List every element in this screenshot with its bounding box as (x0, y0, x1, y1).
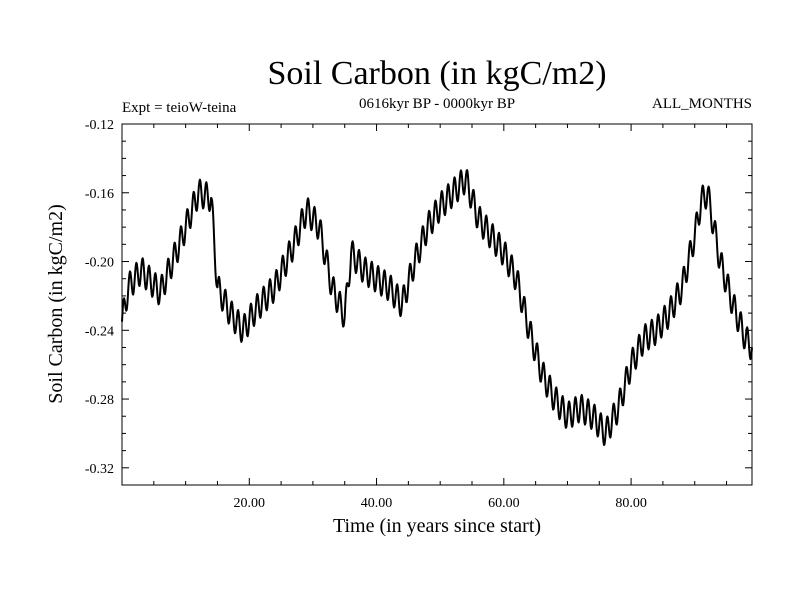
y-tick-label: -0.28 (85, 393, 114, 408)
period-label: 0616kyr BP - 0000kyr BP (359, 96, 515, 112)
y-tick-label: -0.32 (85, 462, 114, 477)
plot-frame (121, 123, 753, 486)
x-tick-label: 60.00 (488, 496, 520, 511)
axis-tick-labels: 20.00 40.00 60.00 80.00 -0.12 -0.16 -0.20 -0.24… (85, 118, 647, 511)
x-axis-label: Time (in years since start) (333, 515, 541, 537)
experiment-label: Expt = teioW-teina (122, 100, 237, 116)
y-tick-label: -0.20 (85, 256, 114, 271)
chart-title: Soil Carbon (in kgC/m2) (267, 55, 606, 92)
axis-ticks (122, 123, 752, 485)
soil-carbon-series-line (121, 169, 753, 447)
y-tick-label: -0.24 (85, 324, 114, 339)
months-label: ALL_MONTHS (652, 96, 752, 112)
x-tick-label: 20.00 (234, 496, 266, 511)
x-tick-label: 40.00 (361, 496, 393, 511)
y-tick-label: -0.16 (85, 187, 114, 202)
y-tick-label: -0.12 (85, 118, 114, 133)
x-tick-label: 80.00 (615, 496, 647, 511)
y-axis-label: Soil Carbon (in kgC/m2) (45, 204, 67, 403)
